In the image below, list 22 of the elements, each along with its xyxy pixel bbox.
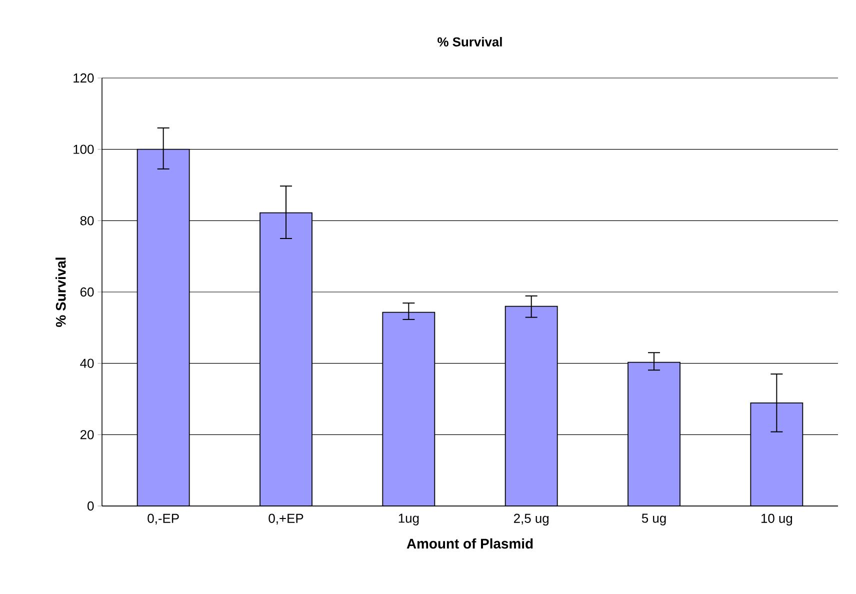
y-tick-label: 120 — [74, 73, 94, 83]
bar — [504, 306, 558, 506]
x-axis-title: Amount of Plasmid — [406, 538, 533, 549]
y-tick-label: 100 — [74, 144, 94, 154]
x-tick-label: 1ug — [398, 514, 419, 526]
y-tick-label: 40 — [80, 358, 94, 368]
y-tick-label: 0 — [88, 501, 94, 511]
bar — [750, 402, 804, 506]
bar — [628, 362, 680, 506]
bar — [382, 312, 436, 506]
chart-title: % Survival — [438, 36, 502, 46]
x-tick-label: 0,-EP — [148, 514, 179, 524]
bar — [260, 212, 312, 506]
bar — [136, 148, 190, 506]
y-tick-label: 80 — [80, 216, 94, 226]
y-tick-label: 60 — [80, 287, 94, 297]
x-tick-label: 2,5 ug — [514, 514, 548, 526]
y-tick-label: 20 — [80, 430, 94, 440]
y-axis-title: % Survival — [56, 258, 66, 327]
x-tick-label: 10 ug — [761, 514, 792, 526]
x-tick-label: 0,+EP — [268, 514, 304, 524]
x-tick-label: 5 ug — [642, 514, 666, 526]
